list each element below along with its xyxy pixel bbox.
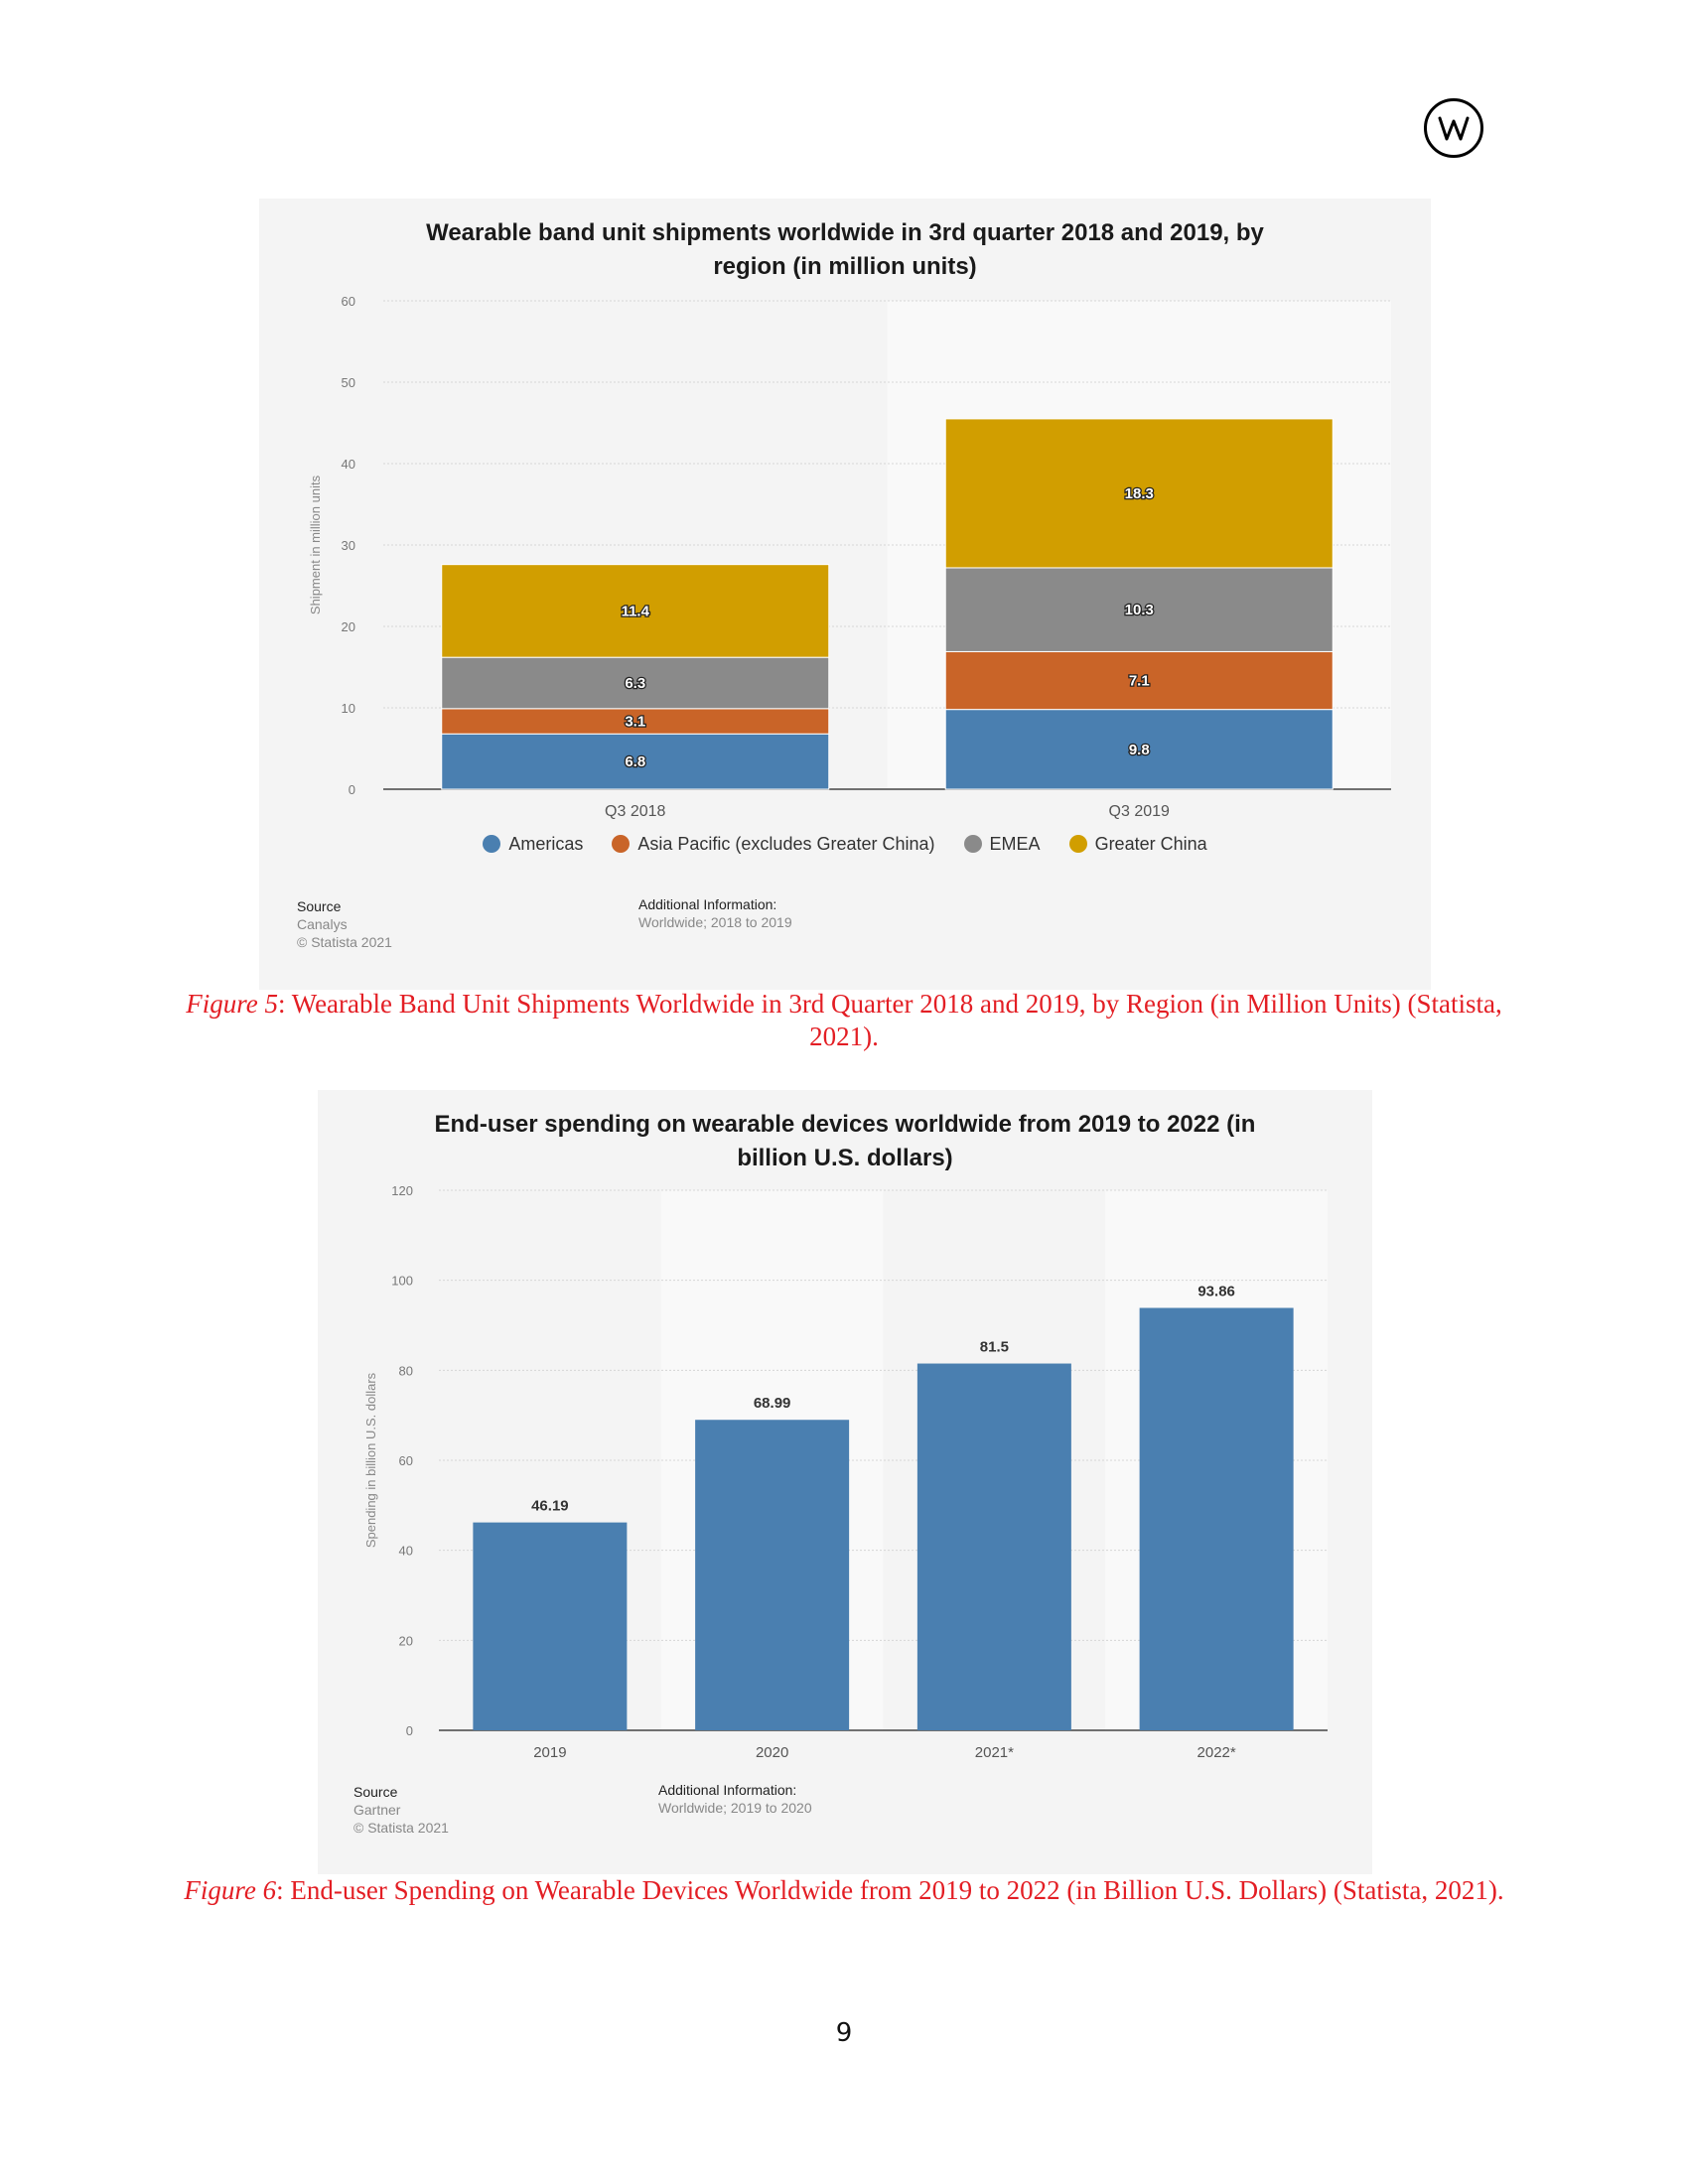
bar-segment <box>441 733 830 790</box>
data-label: 3.1 <box>625 714 645 731</box>
bar <box>473 1522 628 1730</box>
x-tick-label: Q3 2019 <box>1109 803 1170 820</box>
chart-title-line: Wearable band unit shipments worldwide i… <box>426 219 1264 246</box>
chart-title: End-user spending on wearable devices wo… <box>318 1108 1372 1175</box>
x-tick-label: 2022* <box>1197 1744 1236 1761</box>
legend-item: Asia Pacific (excludes Greater China) <box>612 834 935 855</box>
chart-title: Wearable band unit shipments worldwide i… <box>259 216 1431 284</box>
source-heading: Source <box>297 898 342 914</box>
bar-segment <box>944 709 1334 790</box>
figure-caption: Figure 6: End-user Spending on Wearable … <box>179 1874 1509 1907</box>
data-label: 18.3 <box>1125 485 1154 502</box>
x-tick-label: 2020 <box>756 1744 788 1761</box>
figure-label: Figure 5 <box>186 989 278 1019</box>
source-line: © Statista 2021 <box>297 934 392 950</box>
y-tick-label: 60 <box>342 294 355 309</box>
y-tick-label: 60 <box>399 1453 413 1468</box>
legend-dot-icon <box>612 835 631 853</box>
logo-icon <box>1424 98 1483 158</box>
bar-segment <box>441 564 830 658</box>
chart-spending: 0 20 40 60 80 100 120 Spending in billion U.S. … <box>318 1090 1372 1874</box>
chart-title-line: End-user spending on wearable devices wo… <box>434 1111 1256 1138</box>
legend-dot-icon <box>963 835 982 853</box>
y-tick-label: 40 <box>342 457 355 472</box>
caption-text: : Wearable Band Unit Shipments Worldwide… <box>277 989 1502 1051</box>
legend-label: Asia Pacific (excludes Greater China) <box>637 834 935 854</box>
y-tick-label: 80 <box>399 1363 413 1378</box>
y-tick-label: 120 <box>391 1183 413 1198</box>
chart-shipments: 0 10 20 30 40 50 60 Shipment in million units 6.… <box>259 199 1431 990</box>
source-line: Gartner <box>353 1802 401 1818</box>
caption-text: : End-user Spending on Wearable Devices … <box>276 1875 1504 1905</box>
legend-item: Americas <box>483 834 583 855</box>
y-tick-label: 50 <box>342 375 355 390</box>
y-axis-label: Shipment in million units <box>308 475 323 614</box>
y-tick-label: 20 <box>342 619 355 634</box>
legend-item: EMEA <box>963 834 1041 855</box>
bar-segment <box>441 656 830 710</box>
y-tick-label: 10 <box>342 701 355 716</box>
y-tick-label: 20 <box>399 1633 413 1648</box>
y-tick-label: 100 <box>391 1274 413 1289</box>
x-tick-label: 2021* <box>975 1744 1014 1761</box>
figure-label: Figure 6 <box>184 1875 277 1905</box>
x-tick-label: Q3 2018 <box>605 803 665 820</box>
source-block: Source Gartner © Statista 2021 <box>353 1783 449 1837</box>
data-label: 93.86 <box>1197 1284 1235 1300</box>
legend-label: Greater China <box>1094 834 1207 854</box>
legend-label: Americas <box>508 834 584 854</box>
data-label: 81.5 <box>980 1339 1009 1356</box>
bar <box>1139 1307 1294 1730</box>
chart-title-line: billion U.S. dollars) <box>737 1145 953 1171</box>
additional-info-block: Additional Information: Worldwide; 2019 … <box>658 1781 812 1817</box>
chart-legend: Americas Asia Pacific (excludes Greater … <box>259 834 1431 855</box>
source-heading: Source <box>353 1784 398 1800</box>
source-block: Source Canalys © Statista 2021 <box>297 897 392 951</box>
bar-segment <box>944 418 1334 569</box>
page-number: 9 <box>835 2018 853 2048</box>
bar <box>695 1420 850 1730</box>
y-tick-label: 0 <box>406 1723 413 1738</box>
source-line: Canalys <box>297 916 348 932</box>
y-tick-label: 30 <box>342 538 355 553</box>
additional-info-block: Additional Information: Worldwide; 2018 … <box>638 895 792 931</box>
data-label: 46.19 <box>531 1498 569 1515</box>
bar <box>916 1363 1071 1730</box>
additional-info-text: Worldwide; 2019 to 2020 <box>658 1800 812 1816</box>
data-label: 9.8 <box>1129 742 1150 758</box>
additional-info-heading: Additional Information: <box>638 896 777 912</box>
x-tick-label: 2019 <box>533 1744 566 1761</box>
y-tick-label: 40 <box>399 1544 413 1559</box>
legend-dot-icon <box>1068 835 1087 853</box>
bar-segment <box>441 708 830 735</box>
data-label: 10.3 <box>1125 602 1154 618</box>
legend-label: EMEA <box>989 834 1041 854</box>
y-tick-label: 0 <box>349 782 355 797</box>
y-axis-label: Spending in billion U.S. dollars <box>363 1372 378 1548</box>
legend-item: Greater China <box>1068 834 1207 855</box>
source-line: © Statista 2021 <box>353 1820 449 1836</box>
bar-segment <box>944 567 1334 652</box>
additional-info-text: Worldwide; 2018 to 2019 <box>638 914 792 930</box>
data-label: 11.4 <box>622 603 650 619</box>
figure-caption: Figure 5: Wearable Band Unit Shipments W… <box>179 988 1509 1053</box>
data-label: 68.99 <box>754 1395 791 1412</box>
data-label: 7.1 <box>1129 673 1150 690</box>
chart-spending-svg: 0 20 40 60 80 100 120 Spending in billion U.S. … <box>363 1183 1328 1761</box>
data-label: 6.3 <box>625 675 645 692</box>
data-label: 6.8 <box>625 753 645 770</box>
legend-dot-icon <box>483 835 501 853</box>
chart-shipments-svg: 0 10 20 30 40 50 60 Shipment in million units 6.… <box>308 294 1391 820</box>
chart-title-line: region (in million units) <box>713 253 977 280</box>
additional-info-heading: Additional Information: <box>658 1782 797 1798</box>
